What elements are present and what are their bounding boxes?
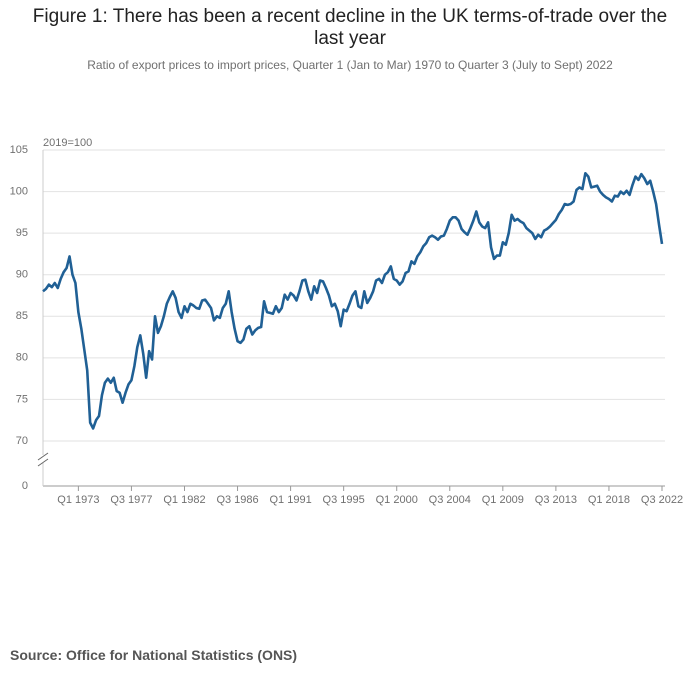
chart-subtitle: Ratio of export prices to import prices,…: [87, 58, 613, 72]
y-axis-label: 2019=100: [43, 137, 92, 149]
chart: 2019=100 0 70 75 80 85 90 95 100 105 Q1 1973 Q3 19…: [10, 137, 683, 506]
x-tick-label: Q3 2022: [641, 494, 683, 506]
x-tick-label: Q3 1977: [110, 494, 152, 506]
axis-break: [37, 458, 49, 467]
source: Source: Office for National Statistics (…: [10, 647, 298, 663]
y-tick-label: 90: [16, 269, 28, 281]
x-tick-label: Q1 2018: [588, 494, 630, 506]
data-line: [42, 171, 664, 430]
x-tick-label: Q1 1982: [163, 494, 205, 506]
chart-title: Figure 1: There has been a recent declin…: [32, 6, 668, 49]
x-tick-label: Q3 1995: [323, 494, 365, 506]
y-tick-label: 70: [16, 435, 28, 447]
y-tick-label: 95: [16, 227, 28, 239]
y-tick-label: 80: [16, 352, 28, 364]
x-tick-label: Q1 1973: [57, 494, 99, 506]
x-tick-label: Q3 2004: [429, 494, 471, 506]
axis-break: [37, 452, 49, 461]
y-tick-label: 105: [10, 144, 28, 156]
axis-break-gap: [37, 455, 49, 463]
y-tick-label: 75: [16, 393, 28, 405]
x-tick-label: Q1 1991: [269, 494, 311, 506]
x-tick-label: Q1 2009: [482, 494, 524, 506]
y-tick-label: 100: [10, 185, 28, 197]
x-tick-label: Q3 1986: [216, 494, 258, 506]
x-tick-label: Q3 2013: [535, 494, 577, 506]
y-tick-label: 0: [22, 480, 28, 492]
x-tick-label: Q1 2000: [376, 494, 418, 506]
y-tick-label: 85: [16, 310, 28, 322]
